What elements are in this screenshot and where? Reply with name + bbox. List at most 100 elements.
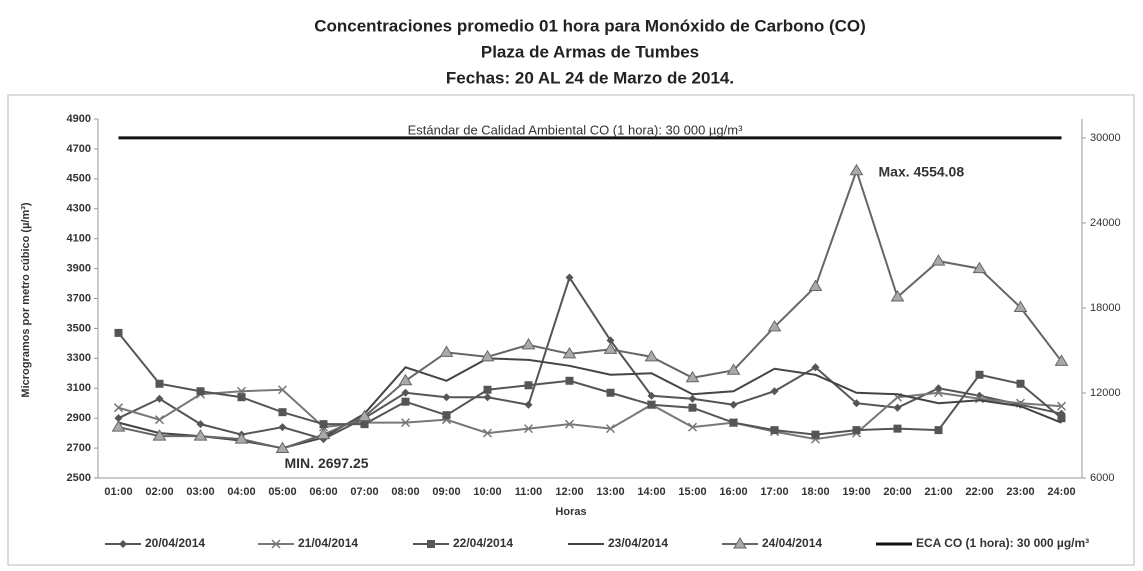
data-point: [603, 342, 618, 354]
x-tick-label: 07:00: [350, 486, 378, 498]
legend-label: ECA CO (1 hora): 30 000 µg/m³: [916, 536, 1089, 550]
legend-label: 20/04/2014: [145, 536, 205, 550]
data-point: [811, 363, 820, 372]
data-point: [1057, 414, 1066, 423]
data-point: [196, 420, 205, 429]
legend-marker: [271, 539, 281, 549]
data-point: [565, 376, 574, 385]
data-point: [685, 370, 700, 383]
data-point: [442, 411, 451, 420]
y2-tick-label: 6000: [1090, 472, 1114, 484]
y-tick-label: 3100: [67, 382, 91, 394]
data-point: [933, 388, 944, 398]
x-tick-label: 06:00: [309, 486, 337, 498]
data-point: [114, 328, 123, 337]
data-point: [155, 379, 164, 388]
y-tick-label: 4900: [67, 113, 91, 125]
data-point: [849, 163, 864, 176]
data-point: [565, 273, 574, 282]
data-point: [483, 385, 492, 394]
data-point: [521, 337, 536, 350]
data-point: [357, 409, 372, 422]
data-point: [726, 363, 741, 375]
data-point: [316, 427, 331, 440]
data-point: [152, 429, 167, 441]
x-tick-label: 17:00: [760, 486, 788, 498]
data-point: [770, 387, 779, 396]
data-point: [647, 391, 656, 400]
x-tick-label: 01:00: [104, 486, 132, 498]
legend-label: 21/04/2014: [298, 536, 358, 550]
data-point: [606, 388, 615, 397]
data-point: [564, 419, 575, 429]
x-tick-label: 11:00: [515, 486, 543, 498]
data-point: [934, 384, 943, 393]
y-tick-label: 3500: [67, 322, 91, 334]
y-tick-label: 2900: [67, 412, 91, 424]
data-point: [154, 415, 165, 425]
data-point: [360, 420, 369, 429]
data-point: [808, 279, 823, 292]
legend-label: 24/04/2014: [762, 536, 822, 550]
data-point: [931, 254, 946, 266]
data-point: [767, 319, 782, 332]
data-point: [237, 393, 246, 402]
data-point: [1013, 300, 1028, 312]
chart-frame: [7, 94, 1135, 566]
data-point: [1054, 354, 1069, 366]
data-point: [729, 418, 738, 427]
data-point: [524, 381, 533, 390]
chart-title: Concentraciones promedio 01 hora para Mo…: [314, 16, 866, 35]
annotation: Estándar de Calidad Ambiental CO (1 hora…: [408, 122, 744, 137]
data-point: [687, 422, 698, 432]
x-tick-label: 20:00: [883, 486, 911, 498]
x-tick-label: 04:00: [227, 486, 255, 498]
x-tick-label: 23:00: [1006, 486, 1034, 498]
data-point: [972, 261, 987, 274]
data-point: [480, 349, 495, 362]
data-point: [483, 393, 492, 402]
data-point: [193, 429, 208, 441]
chart-subtitle: Plaza de Armas de Tumbes: [481, 42, 699, 61]
y-tick-label: 4100: [67, 233, 91, 245]
data-point: [852, 399, 861, 408]
data-point: [111, 420, 126, 432]
x-tick-label: 02:00: [145, 486, 173, 498]
data-point: [975, 370, 984, 379]
data-point: [196, 387, 205, 396]
x-tick-label: 09:00: [432, 486, 460, 498]
y2-tick-label: 12000: [1090, 387, 1121, 399]
y-tick-label: 3300: [67, 352, 91, 364]
data-point: [852, 426, 861, 435]
y-axis-label: Microgramos por metro cúbico (µ/m³): [20, 202, 32, 398]
y-tick-label: 2700: [67, 442, 91, 454]
legend-label: 23/04/2014: [608, 536, 668, 550]
y-tick-label: 2500: [67, 472, 91, 484]
x-tick-label: 19:00: [842, 486, 870, 498]
data-point: [729, 400, 738, 409]
data-point: [278, 408, 287, 417]
x-tick-label: 03:00: [186, 486, 214, 498]
data-point: [688, 403, 697, 412]
data-point: [439, 345, 454, 357]
data-point: [275, 441, 290, 453]
annotation: MIN. 2697.25: [285, 455, 369, 471]
data-point: [278, 423, 287, 432]
series-line: [118, 275, 1062, 441]
data-point: [893, 403, 902, 412]
legend-marker: [119, 540, 127, 548]
data-point: [644, 349, 659, 362]
data-point: [893, 424, 902, 433]
data-point: [605, 424, 616, 434]
data-point: [398, 373, 413, 386]
annotation: Max. 4554.08: [879, 163, 965, 179]
x-tick-label: 18:00: [801, 486, 829, 498]
data-point: [277, 385, 288, 395]
data-point: [890, 290, 905, 302]
data-point: [647, 400, 656, 409]
data-point: [442, 393, 451, 402]
data-point: [113, 403, 124, 413]
data-point: [562, 346, 577, 359]
legend-label: 22/04/2014: [453, 536, 513, 550]
